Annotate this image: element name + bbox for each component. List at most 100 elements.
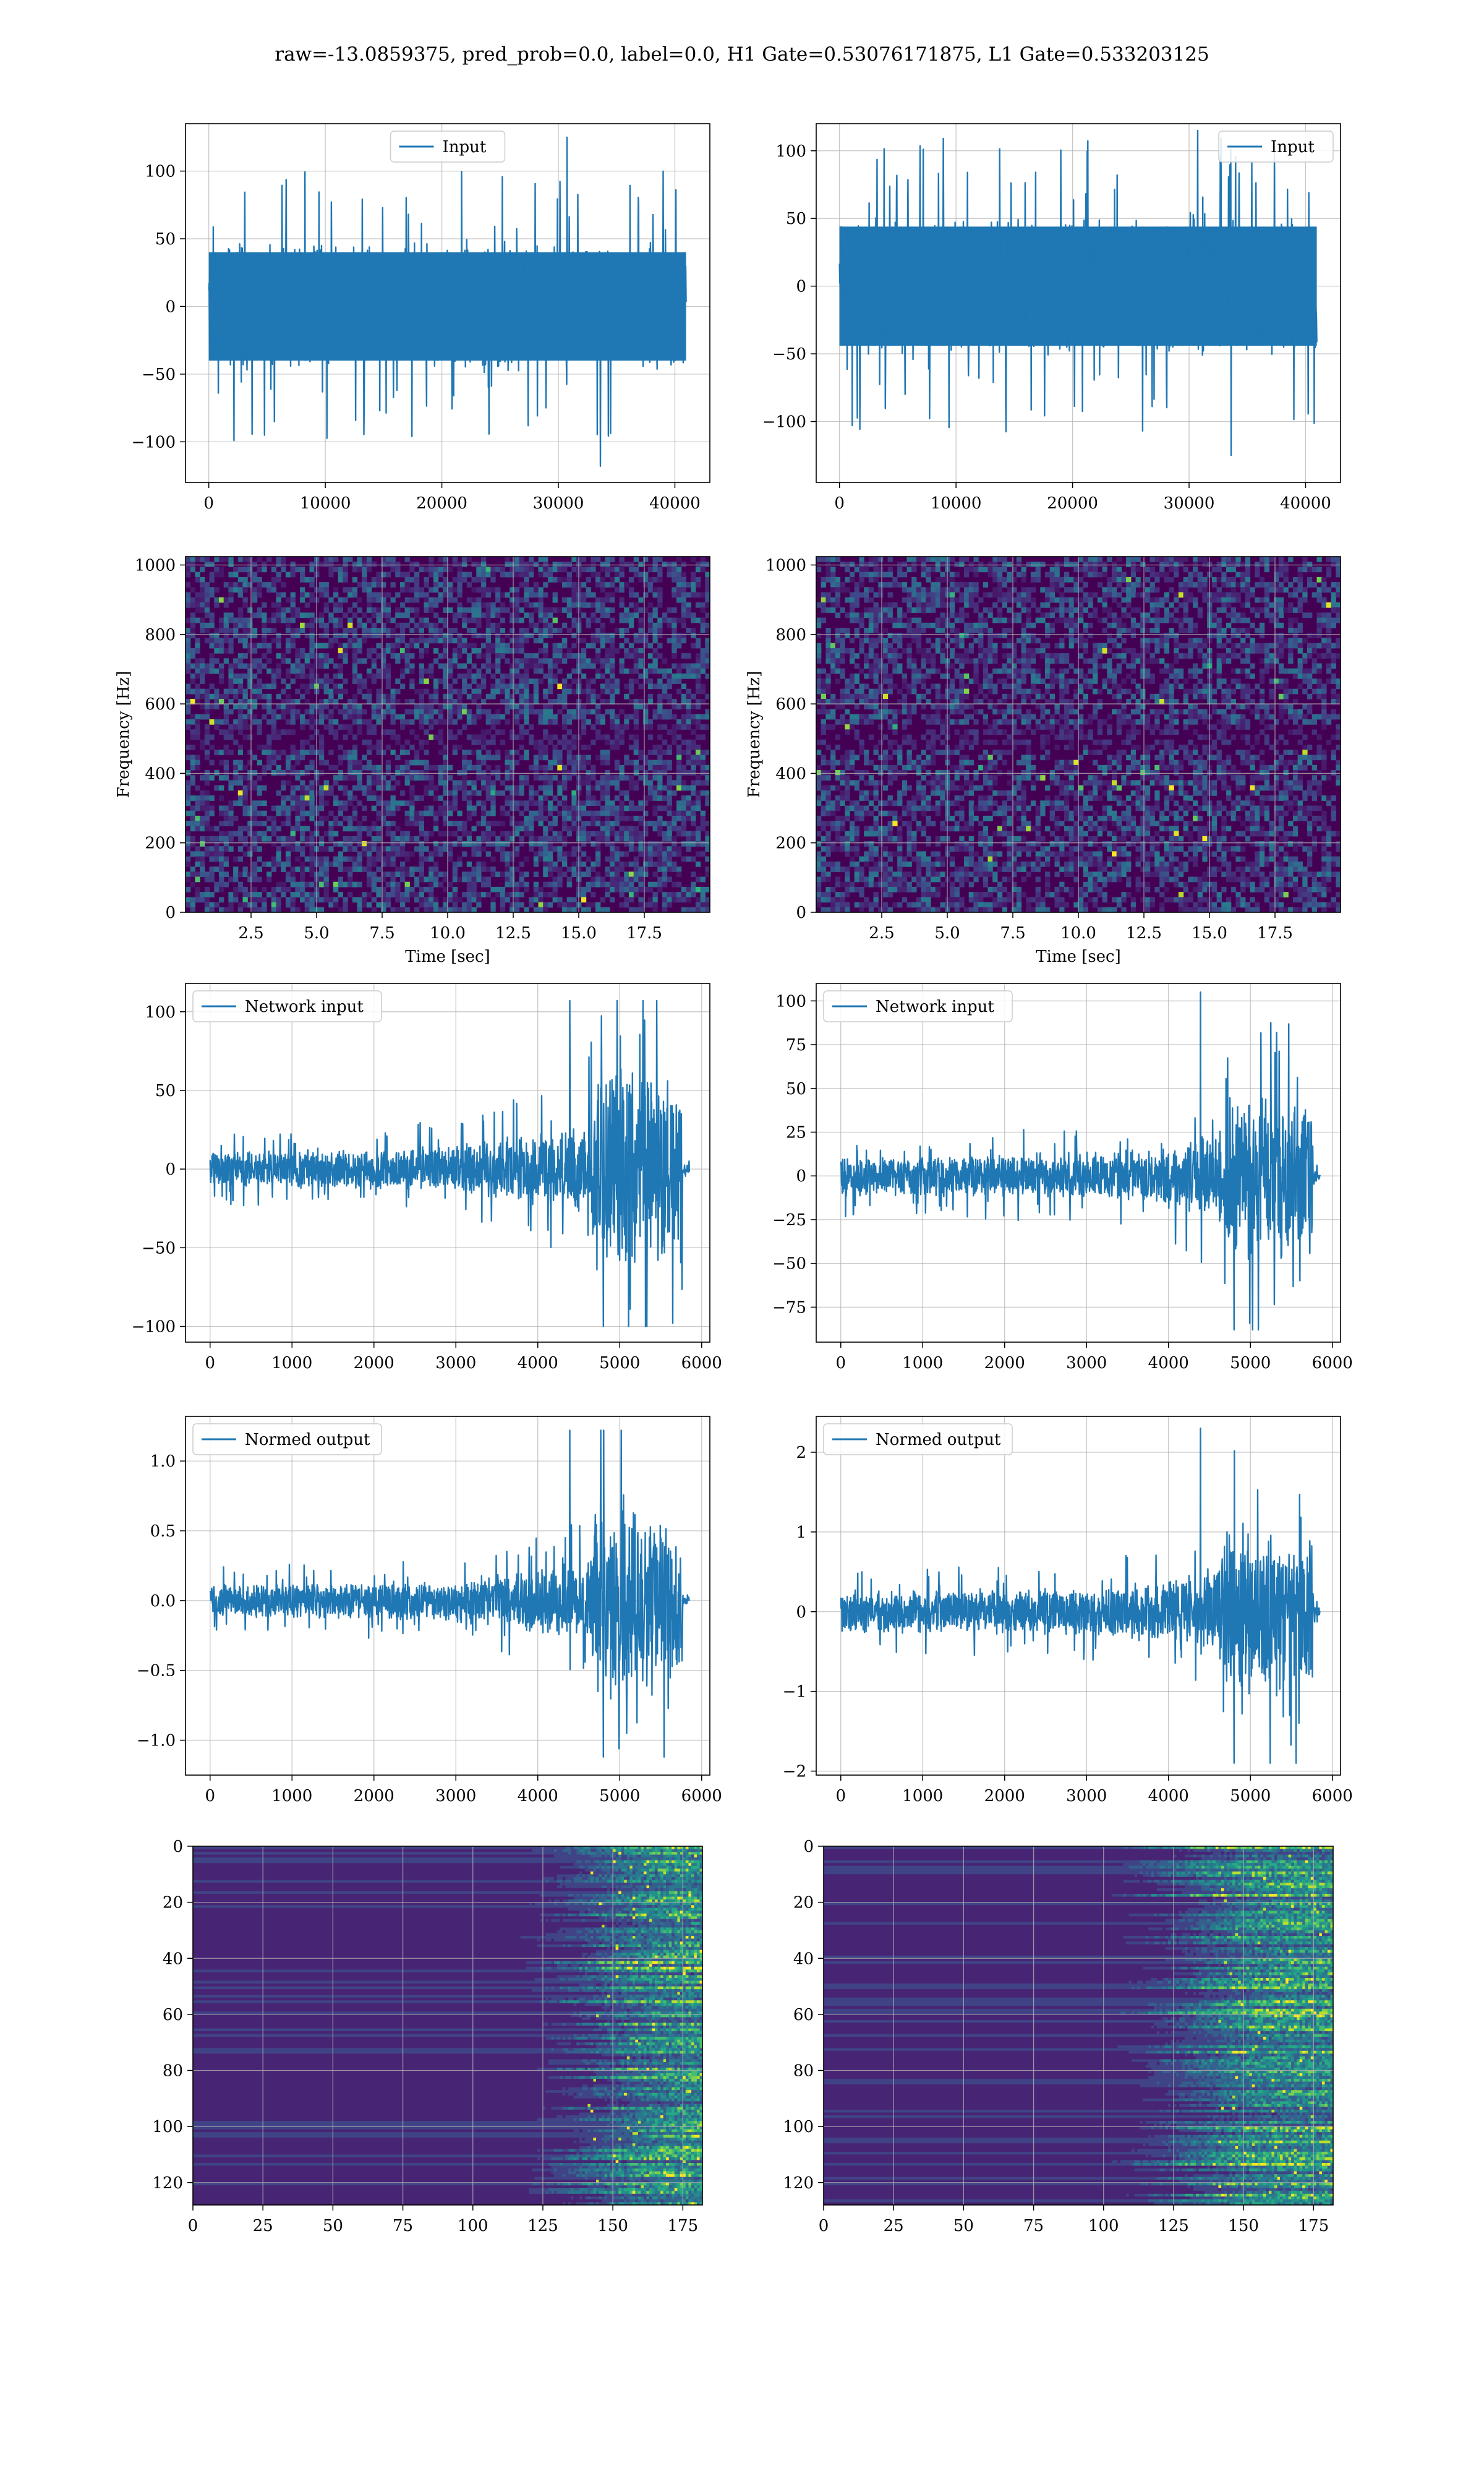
x-tick-label: 6000 <box>1312 1354 1353 1372</box>
x-tick-label: 4000 <box>1148 1787 1189 1805</box>
y-tick-label: −50 <box>142 366 176 384</box>
legend-label: Network input <box>876 998 994 1016</box>
y-tick-label: 200 <box>775 834 806 853</box>
x-tick-label: 6000 <box>681 1354 722 1372</box>
x-tick-label: 175 <box>1298 2217 1329 2235</box>
x-tick-label: 3000 <box>1066 1787 1107 1805</box>
y-tick-label: 0 <box>165 297 176 316</box>
x-tick-label: 75 <box>1023 2217 1044 2235</box>
y-tick-label: 0.0 <box>150 1592 176 1611</box>
y-tick-label: 600 <box>775 695 806 714</box>
y-tick-label: 0 <box>803 1838 814 1856</box>
y-tick-label: 50 <box>786 1080 806 1098</box>
x-tick-label: 4000 <box>1148 1354 1189 1372</box>
x-tick-label: 2.5 <box>869 924 894 943</box>
tick-labels: 0 25 50 75 100 125 150 175 0 20 40 60 80 100 120 <box>783 1838 1329 2235</box>
y-tick-label: 0 <box>796 1167 806 1186</box>
x-tick-label: 20000 <box>416 494 467 513</box>
legend-box <box>192 990 382 1022</box>
x-tick-label: 40000 <box>1280 494 1331 513</box>
figure-suptitle: raw=-13.0859375, pred_prob=0.0, label=0.… <box>275 43 1209 66</box>
legend: Normed output <box>192 1423 382 1455</box>
tick-labels: 2.5 5.0 7.5 10.0 12.5 15.0 17.5 0 200 400 600 800 10… <box>765 556 1293 943</box>
x-tick-label: 0 <box>205 1354 215 1372</box>
subplot-5: 0 1000 2000 3000 4000 5000 6000 −100 −50 0 50 100 Ne… <box>132 983 722 1372</box>
y-tick-label: 0 <box>796 278 806 296</box>
y-tick-label: 200 <box>145 834 176 853</box>
axes-frame <box>185 123 710 483</box>
legend: Network input <box>823 990 1013 1022</box>
grid-lines <box>823 1846 1333 2205</box>
y-tick-label: 60 <box>793 2006 814 2024</box>
y-tick-label: 1000 <box>135 556 176 575</box>
axes-frame <box>185 1416 710 1776</box>
x-tick-label: 1000 <box>902 1354 943 1372</box>
x-tick-label: 4000 <box>518 1787 558 1805</box>
series-line <box>840 991 1321 1331</box>
subplot-8: 0 1000 2000 3000 4000 5000 6000 −2 −1 0 1 2 Normed o… <box>783 1416 1353 1805</box>
x-tick-label: 4000 <box>518 1354 558 1372</box>
x-tick-label: 17.5 <box>1257 924 1293 943</box>
tick-labels: 0 1000 2000 3000 4000 5000 6000 −1.0 −0.5 0.0 0.5 1… <box>137 1452 722 1805</box>
y-tick-label: 50 <box>155 1082 176 1100</box>
subplot-2: 0 10000 20000 30000 40000 −100 −50 0 50 100 Input <box>762 123 1341 513</box>
x-tick-label: 5.0 <box>304 924 329 943</box>
y-tick-label: 1000 <box>765 556 806 575</box>
axes-frame <box>816 123 1341 483</box>
x-tick-label: 0 <box>834 494 845 513</box>
x-tick-label: 10.0 <box>430 924 466 943</box>
subplot-1: 0 10000 20000 30000 40000 −100 −50 0 50 100 Input <box>132 123 710 513</box>
y-tick-label: −1.0 <box>137 1732 176 1750</box>
subplot-9: 0 25 50 75 100 125 150 175 0 20 40 60 80 100 120 <box>152 1838 703 2235</box>
legend-box <box>823 990 1013 1022</box>
x-tick-label: 6000 <box>1312 1787 1353 1805</box>
heatmap-image <box>193 1846 702 2205</box>
subplot-3: 2.5 5.0 7.5 10.0 12.5 15.0 17.5 0 200 400 600 800 10… <box>114 556 710 966</box>
axes-frame <box>192 1846 703 2206</box>
series-group <box>838 129 1318 456</box>
y-tick-label: 600 <box>145 695 176 714</box>
y-tick-label: −50 <box>142 1239 176 1257</box>
x-tick-label: 3000 <box>435 1354 476 1372</box>
y-tick-label: −50 <box>772 345 806 364</box>
x-tick-label: 2.5 <box>238 924 263 943</box>
x-tick-label: 125 <box>1158 2217 1189 2235</box>
y-tick-label: −100 <box>762 413 806 432</box>
y-tick-label: −2 <box>783 1763 806 1781</box>
legend-label: Normed output <box>245 1431 370 1449</box>
legend-label: Input <box>1271 138 1315 156</box>
x-tick-label: 40000 <box>649 494 701 513</box>
subplot-7: 0 1000 2000 3000 4000 5000 6000 −1.0 −0.5 0.0 0.5 1… <box>137 1416 722 1805</box>
y-tick-label: 100 <box>775 142 806 161</box>
heatmap-image <box>824 1846 1333 2205</box>
x-tick-label: 7.5 <box>1000 924 1025 943</box>
x-tick-label: 12.5 <box>495 924 531 943</box>
series-line <box>209 999 691 1327</box>
x-tick-label: 0 <box>835 1787 846 1805</box>
tick-labels: 0 10000 20000 30000 40000 −100 −50 0 50 100 <box>762 142 1331 513</box>
y-tick-label: 75 <box>786 1036 806 1055</box>
legend-box <box>1218 131 1334 163</box>
x-tick-label: 25 <box>253 2217 273 2235</box>
y-tick-label: −50 <box>772 1255 806 1273</box>
series-group <box>208 136 687 467</box>
tick-labels: 2.5 5.0 7.5 10.0 12.5 15.0 17.5 0 200 400 600 800 10… <box>135 556 662 943</box>
x-tick-label: 0 <box>203 494 214 513</box>
y-tick-label: −0.5 <box>137 1662 176 1680</box>
y-tick-label: 80 <box>793 2062 814 2081</box>
x-tick-label: 125 <box>527 2217 558 2235</box>
y-tick-label: 80 <box>163 2062 183 2081</box>
y-tick-label: 100 <box>145 163 176 181</box>
y-tick-label: 400 <box>145 764 176 783</box>
x-tick-label: 5.0 <box>934 924 960 943</box>
legend-label: Network input <box>245 998 364 1016</box>
x-tick-label: 100 <box>458 2217 488 2235</box>
series-group <box>840 991 1321 1331</box>
grid-lines <box>192 1846 702 2205</box>
tick-labels: 0 1000 2000 3000 4000 5000 6000 −2 −1 0 1 2 <box>783 1444 1353 1805</box>
legend: Input <box>390 131 506 163</box>
x-tick-label: 3000 <box>1066 1354 1107 1372</box>
tick-labels: 0 1000 2000 3000 4000 5000 6000 −100 −50 0 50 100 <box>132 1003 722 1372</box>
x-tick-label: 15.0 <box>561 924 597 943</box>
y-tick-label: 100 <box>152 2118 183 2136</box>
